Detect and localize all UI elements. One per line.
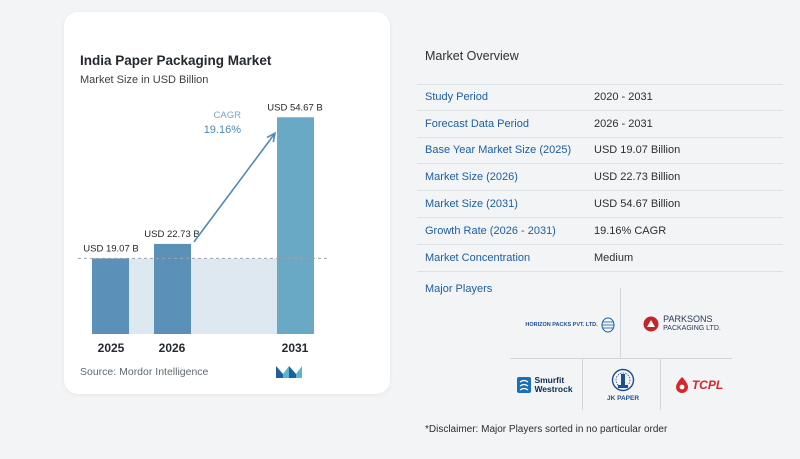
overview-key: Market Concentration [425, 251, 531, 264]
tcpl-logo: TCPL [666, 368, 732, 402]
tcpl-emblem-icon [675, 377, 688, 393]
grid-divider [510, 358, 732, 359]
source-text: Source: Mordor Intelligence [80, 366, 209, 378]
overview-table: Study Period 2020 - 2031 Forecast Data Pe… [417, 84, 783, 272]
overview-value: USD 54.67 Billion [594, 198, 681, 211]
chart-card [64, 12, 390, 394]
globe-icon [601, 317, 615, 333]
overview-row: Market Size (2026) USD 22.73 Billion [417, 164, 783, 192]
chart-subtitle: Market Size in USD Billion [80, 74, 209, 86]
horizon-packs-logo: HORIZON PACKS PVT. LTD. [524, 310, 616, 340]
overview-value: USD 22.73 Billion [594, 171, 681, 184]
jk-paper-logo: JK PAPER [590, 362, 656, 408]
grid-divider [582, 358, 583, 410]
overview-row: Market Concentration Medium [417, 245, 783, 272]
horizon-packs-logo-text: HORIZON PACKS PVT. LTD. [525, 322, 598, 328]
overview-value: Medium [594, 251, 634, 264]
tcpl-text: TCPL [691, 378, 724, 392]
disclaimer-text: *Disclaimer: Major Players sorted in no … [425, 424, 668, 435]
westrock-name: Westrock [534, 384, 573, 394]
parksons-logo: PARKSONS PACKAGING LTD. [632, 308, 732, 340]
overview-key: Study Period [425, 91, 488, 104]
parksons-name: PARKSONS [663, 314, 713, 324]
parksons-sub: PACKAGING LTD. [663, 325, 721, 332]
overview-value: USD 19.07 Billion [594, 144, 681, 157]
overview-key: Market Size (2026) [425, 171, 518, 184]
chart-title: India Paper Packaging Market [80, 53, 272, 68]
smurfit-text-group: Smurfit Westrock [534, 376, 572, 394]
overview-key: Growth Rate (2026 - 2031) [425, 224, 556, 237]
overview-value: 2026 - 2031 [594, 117, 653, 130]
overview-row: Growth Rate (2026 - 2031) 19.16% CAGR [417, 218, 783, 245]
overview-row: Market Size (2031) USD 54.67 Billion [417, 191, 783, 218]
major-players-grid: HORIZON PACKS PVT. LTD. PARKSONS PACKAGI… [510, 288, 732, 410]
smurfit-name: Smurfit [534, 375, 565, 385]
jk-paper-text: JK PAPER [606, 395, 640, 402]
overview-value: 19.16% CAGR [594, 224, 667, 237]
parksons-emblem-icon [643, 316, 659, 332]
mordor-logo-icon [276, 366, 302, 378]
overview-value: 2020 - 2031 [594, 91, 653, 104]
overview-title: Market Overview [425, 49, 519, 63]
overview-key: Forecast Data Period [425, 117, 529, 130]
overview-row: Forecast Data Period 2026 - 2031 [417, 111, 783, 138]
jk-emblem-icon [611, 368, 635, 392]
smurfit-emblem-icon [517, 377, 532, 393]
grid-divider [620, 288, 621, 358]
grid-divider [660, 358, 661, 410]
major-players-title: Major Players [425, 283, 493, 295]
overview-key: Base Year Market Size (2025) [425, 144, 572, 157]
parksons-text-group: PARKSONS PACKAGING LTD. [663, 315, 721, 333]
overview-row: Study Period 2020 - 2031 [417, 84, 783, 111]
smurfit-westrock-logo: Smurfit Westrock [510, 368, 580, 402]
overview-row: Base Year Market Size (2025) USD 19.07 Bi… [417, 138, 783, 165]
overview-key: Market Size (2031) [425, 198, 518, 211]
